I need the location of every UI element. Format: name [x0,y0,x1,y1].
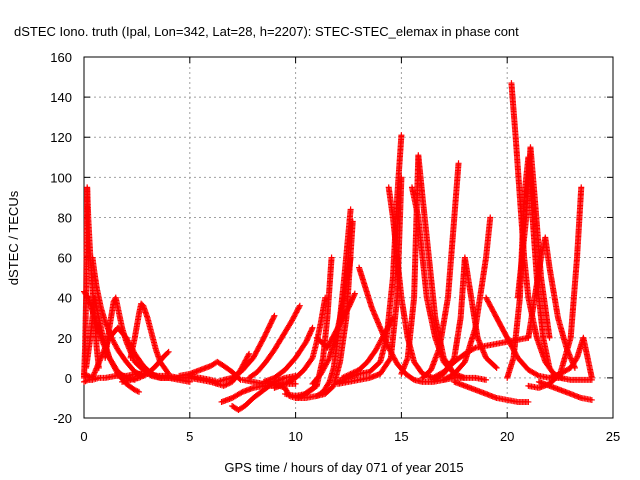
x-tick-label: 5 [186,429,193,444]
x-tick-label: 10 [288,429,302,444]
data-point [136,388,143,395]
y-tick-label: 0 [65,371,72,386]
data-points [81,80,595,413]
series [271,294,329,391]
series [246,302,303,381]
data-point [246,350,253,357]
data-point [296,304,303,311]
y-tick-label: 120 [50,130,72,145]
x-axis: 0 5 10 15 20 25 [80,57,620,444]
data-point [308,356,315,363]
series [282,254,335,399]
data-point [271,312,278,319]
data-point [164,349,171,356]
series [229,312,278,381]
data-point [328,254,335,261]
x-tick-label: 20 [500,429,514,444]
data-point [165,370,172,377]
x-tick-label: 15 [394,429,408,444]
y-tick-label: 40 [58,291,72,306]
y-tick-label: 20 [58,331,72,346]
data-point [292,380,299,387]
data-point [238,389,245,396]
data-point [165,348,172,355]
y-axis: -20 0 20 40 60 80 100 120 140 160 [50,50,613,426]
series [127,300,172,377]
x-tick-label: 25 [606,429,620,444]
series [260,324,316,385]
y-tick-label: 160 [50,50,72,65]
y-tick-label: 140 [50,90,72,105]
plot-frame [83,56,614,419]
x-tick-label: 0 [80,429,87,444]
y-tick-label: 60 [58,251,72,266]
data-point [164,369,171,376]
y-tick-label: 100 [50,170,72,185]
data-point [270,314,277,321]
data-point [186,378,193,385]
series [102,294,183,381]
data-point [325,380,332,387]
series [119,348,172,385]
data-point [245,352,252,359]
data-point [309,324,316,331]
data-point [296,302,303,309]
y-tick-label: 80 [58,210,72,225]
y-tick-label: -20 [53,411,72,426]
